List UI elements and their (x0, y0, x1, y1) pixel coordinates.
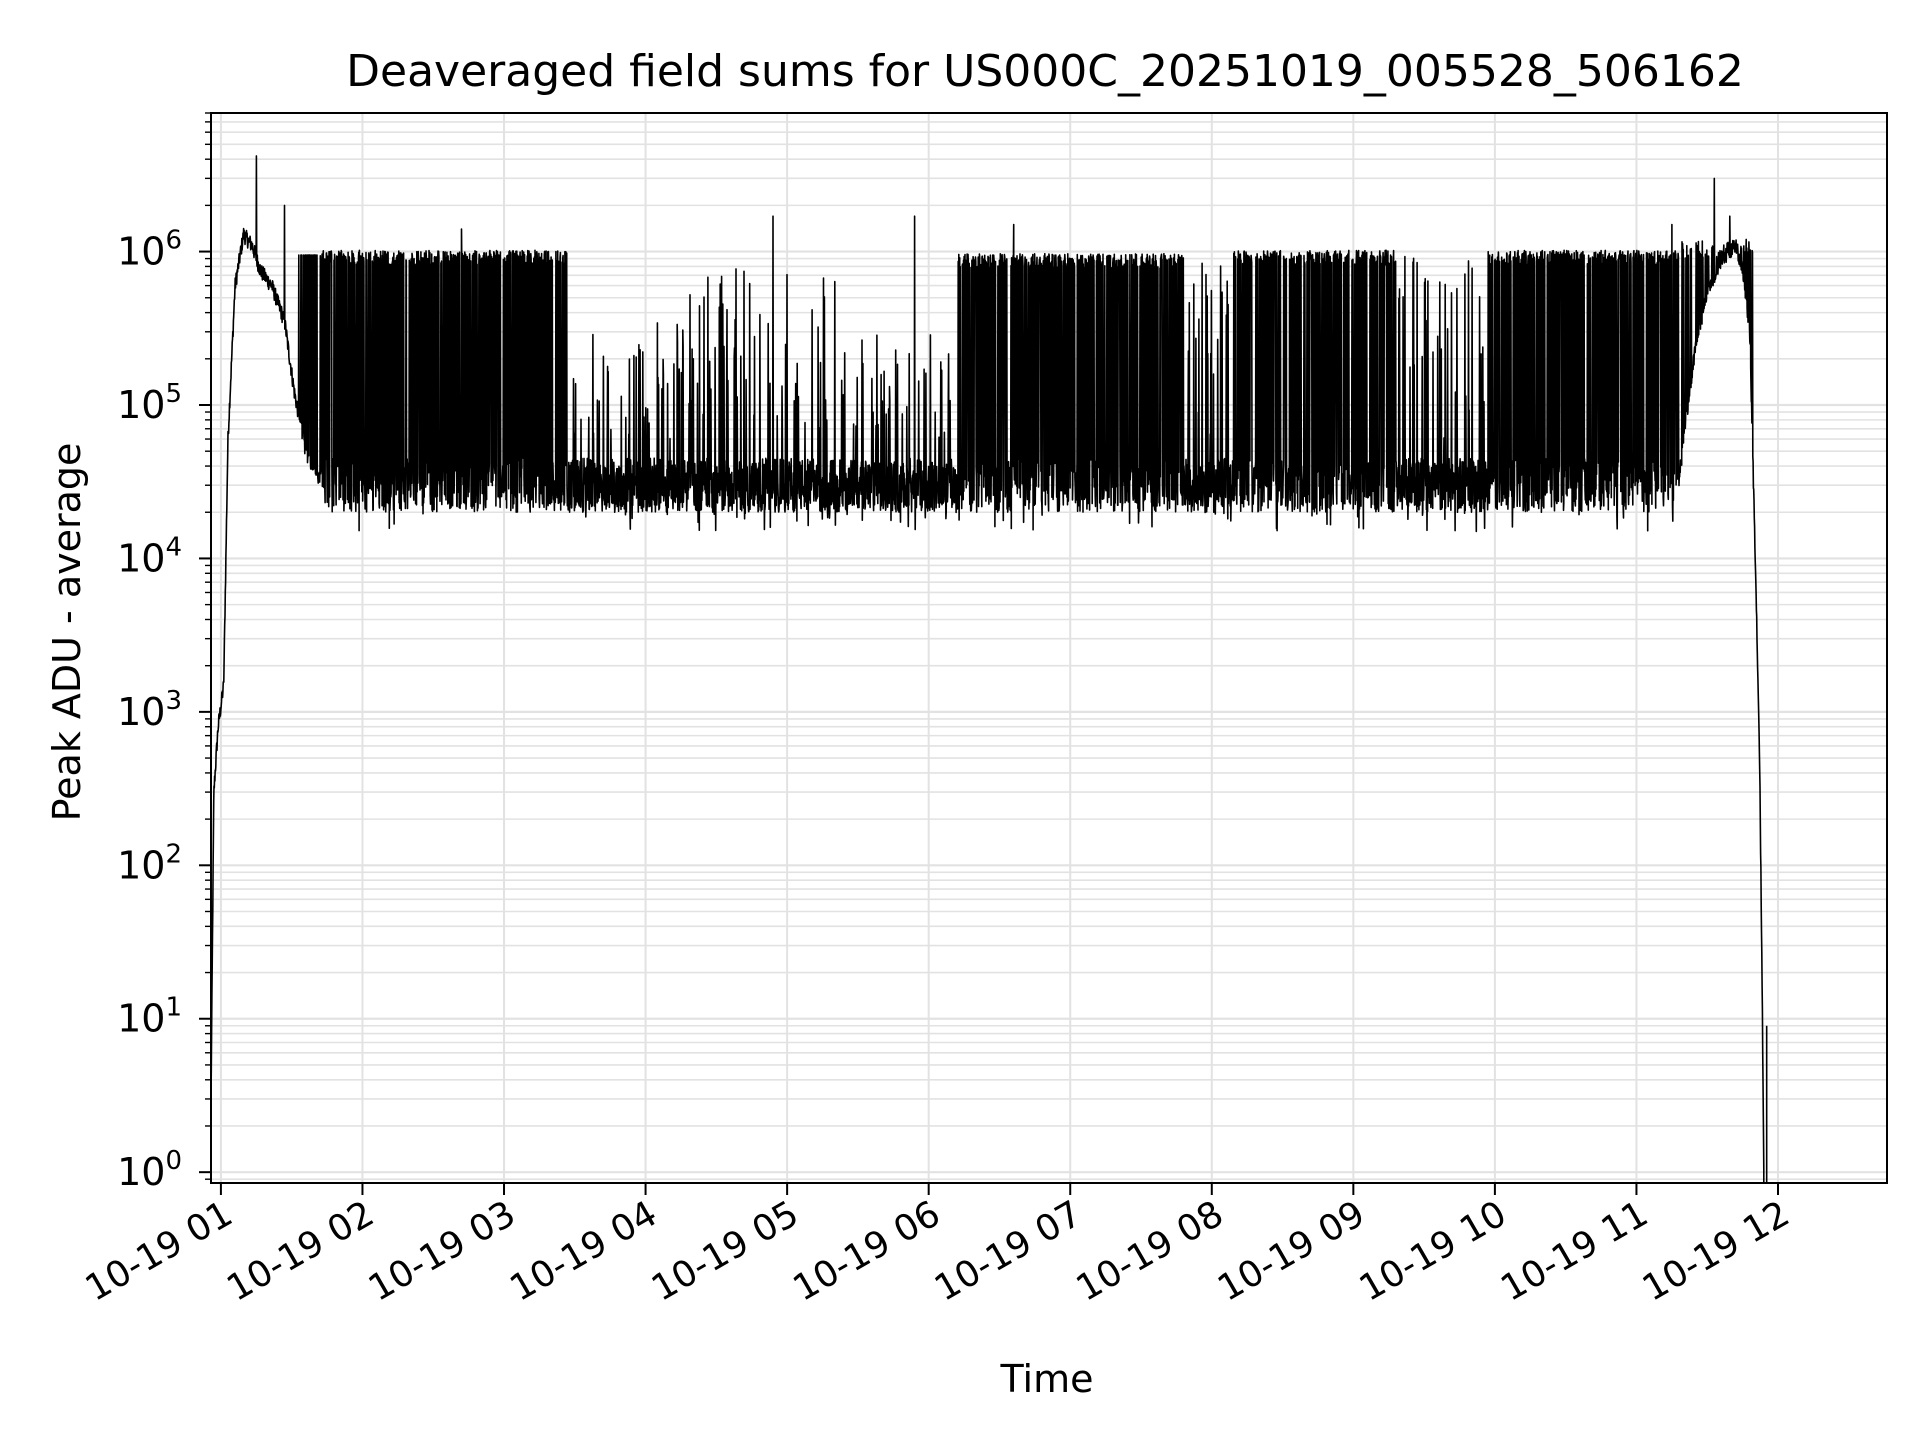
y-tick-exponent: 0 (165, 1146, 182, 1176)
x-tick-label: 10-19 03 (362, 1193, 523, 1309)
series-line (210, 155, 1765, 1183)
y-tick-label: 101 (117, 993, 182, 1041)
x-tick-label: 10-19 12 (1636, 1193, 1797, 1309)
axes-frame (210, 112, 1888, 1184)
y-tick-label: 104 (117, 532, 182, 580)
chart-title: Deaveraged field sums for US000C_2025101… (346, 46, 1744, 97)
y-tick-base: 10 (117, 536, 165, 580)
x-tick-label: 10-19 02 (220, 1193, 381, 1309)
x-tick-label: 10-19 07 (928, 1193, 1089, 1309)
y-tick-label: 105 (117, 379, 182, 427)
x-tick-label: 10-19 05 (645, 1193, 806, 1309)
x-tick-label: 10-19 08 (1070, 1193, 1231, 1309)
y-tick-base: 10 (117, 690, 165, 734)
y-tick-label: 102 (117, 839, 182, 887)
x-tick-label: 10-19 11 (1494, 1193, 1655, 1309)
x-tick-label: 10-19 10 (1353, 1193, 1514, 1309)
y-tick-label: 106 (117, 226, 182, 274)
y-tick-exponent: 6 (165, 226, 182, 256)
y-tick-exponent: 5 (165, 379, 182, 409)
y-tick-label: 100 (117, 1146, 182, 1194)
y-tick-base: 10 (117, 1150, 165, 1194)
y-tick-exponent: 4 (165, 532, 182, 562)
y-tick-exponent: 1 (165, 993, 182, 1023)
y-tick-label: 103 (117, 686, 182, 734)
plot-area (210, 155, 1768, 1183)
y-tick-base: 10 (117, 843, 165, 887)
y-tick-exponent: 2 (165, 839, 182, 869)
y-tick-exponent: 3 (165, 686, 182, 716)
x-axis-label: Time (1000, 1357, 1094, 1401)
x-tick-label: 10-19 04 (503, 1193, 664, 1309)
y-axis-label: Peak ADU - average (45, 443, 89, 822)
y-tick-base: 10 (117, 383, 165, 427)
x-tick-label: 10-19 09 (1211, 1193, 1372, 1309)
x-tick-label: 10-19 01 (79, 1193, 240, 1309)
x-tick-label: 10-19 06 (787, 1193, 948, 1309)
y-tick-base: 10 (117, 997, 165, 1041)
y-tick-base: 10 (117, 230, 165, 274)
